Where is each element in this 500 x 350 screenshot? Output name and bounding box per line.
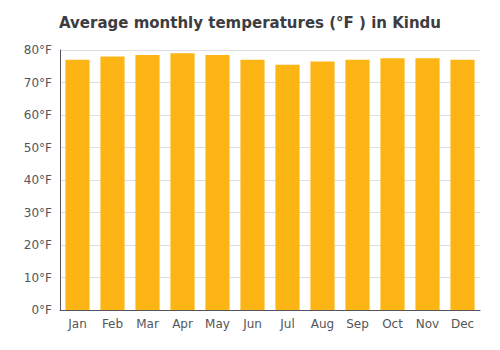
svg-text:Jul: Jul — [279, 317, 294, 331]
svg-text:May: May — [205, 317, 230, 331]
svg-text:30°F: 30°F — [24, 206, 52, 220]
svg-text:Feb: Feb — [102, 317, 123, 331]
svg-text:Oct: Oct — [382, 317, 403, 331]
svg-text:Jun: Jun — [242, 317, 262, 331]
svg-text:60°F: 60°F — [24, 108, 52, 122]
svg-text:Aug: Aug — [311, 317, 334, 331]
svg-text:0°F: 0°F — [31, 303, 52, 317]
svg-text:40°F: 40°F — [24, 173, 52, 187]
svg-text:20°F: 20°F — [24, 238, 52, 252]
svg-text:Sep: Sep — [346, 317, 369, 331]
svg-text:Mar: Mar — [136, 317, 159, 331]
svg-text:80°F: 80°F — [24, 43, 52, 57]
svg-text:10°F: 10°F — [24, 271, 52, 285]
svg-text:Jan: Jan — [67, 317, 87, 331]
svg-text:50°F: 50°F — [24, 141, 52, 155]
svg-text:Apr: Apr — [172, 317, 193, 331]
svg-text:Dec: Dec — [451, 317, 474, 331]
svg-text:70°F: 70°F — [24, 76, 52, 90]
svg-text:Average monthly temperatures (: Average monthly temperatures (°F ) in Ki… — [59, 14, 441, 32]
svg-text:Nov: Nov — [416, 317, 439, 331]
